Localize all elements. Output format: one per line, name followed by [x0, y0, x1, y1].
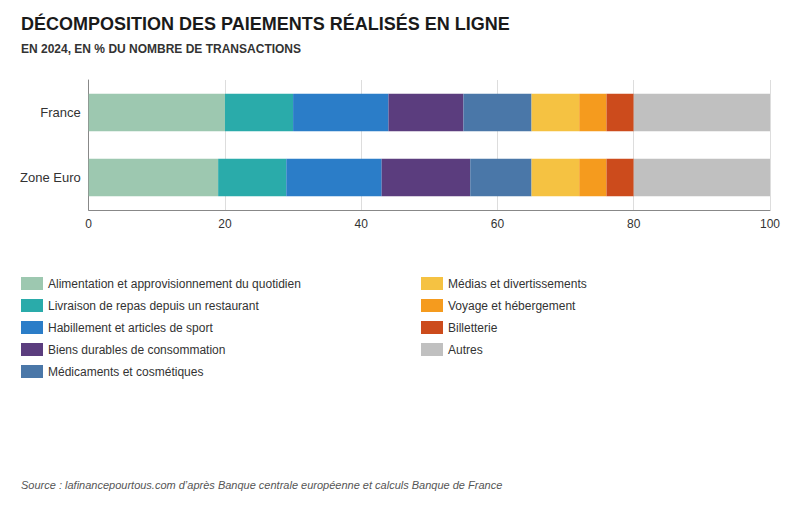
svg-text:Habillement et articles de spo: Habillement et articles de sport: [48, 321, 213, 335]
svg-text:DÉCOMPOSITION DES PAIEMENTS RÉ: DÉCOMPOSITION DES PAIEMENTS RÉALISÉS EN …: [21, 13, 510, 34]
svg-text:Zone Euro: Zone Euro: [20, 170, 81, 185]
svg-text:Biens durables de consommation: Biens durables de consommation: [48, 343, 225, 357]
svg-text:Livraison de repas depuis un r: Livraison de repas depuis un restaurant: [48, 299, 259, 313]
svg-text:Source : lafinancepourtous.com: Source : lafinancepourtous.com d’après B…: [21, 479, 502, 491]
svg-text:EN 2024, EN % DU NOMBRE DE TRA: EN 2024, EN % DU NOMBRE DE TRANSACTIONS: [21, 42, 301, 56]
svg-text:0: 0: [85, 217, 92, 231]
svg-text:Médias et divertissements: Médias et divertissements: [448, 277, 587, 291]
svg-text:Autres: Autres: [448, 343, 483, 357]
svg-text:60: 60: [491, 217, 505, 231]
svg-text:Billetterie: Billetterie: [448, 321, 498, 335]
svg-text:100: 100: [760, 217, 780, 231]
svg-text:Alimentation et approvisionnem: Alimentation et approvisionnement du quo…: [48, 277, 301, 291]
svg-text:France: France: [40, 105, 80, 120]
svg-text:Médicaments et cosmétiques: Médicaments et cosmétiques: [48, 365, 203, 379]
svg-text:20: 20: [218, 217, 232, 231]
svg-text:Voyage et hébergement: Voyage et hébergement: [448, 299, 576, 313]
svg-text:40: 40: [355, 217, 369, 231]
svg-text:80: 80: [627, 217, 641, 231]
